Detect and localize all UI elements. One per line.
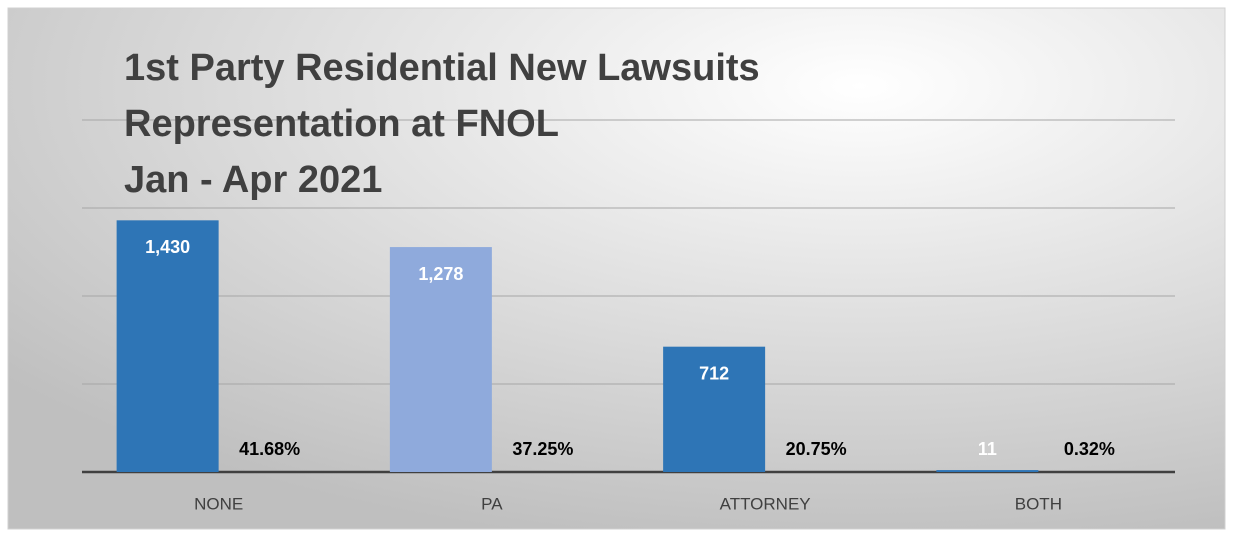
- x-tick-label: PA: [481, 494, 503, 513]
- x-tick-label: ATTORNEY: [720, 494, 811, 513]
- data-label: 37.25%: [512, 439, 573, 459]
- x-tick-label: BOTH: [1015, 494, 1062, 513]
- data-label: 1,430: [145, 237, 190, 257]
- chart-title: Jan - Apr 2021: [124, 159, 382, 201]
- bar: [936, 470, 1038, 472]
- data-label: 0.32%: [1064, 439, 1115, 459]
- data-label: 41.68%: [239, 439, 300, 459]
- chart-title: 1st Party Residential New Lawsuits: [124, 47, 760, 89]
- data-label: 20.75%: [786, 439, 847, 459]
- data-label: 712: [699, 363, 729, 383]
- bar: [117, 220, 219, 472]
- x-tick-label: NONE: [194, 494, 243, 513]
- data-label: 1,278: [418, 264, 463, 284]
- chart-title: Representation at FNOL: [124, 103, 559, 145]
- data-label: 11: [978, 439, 997, 459]
